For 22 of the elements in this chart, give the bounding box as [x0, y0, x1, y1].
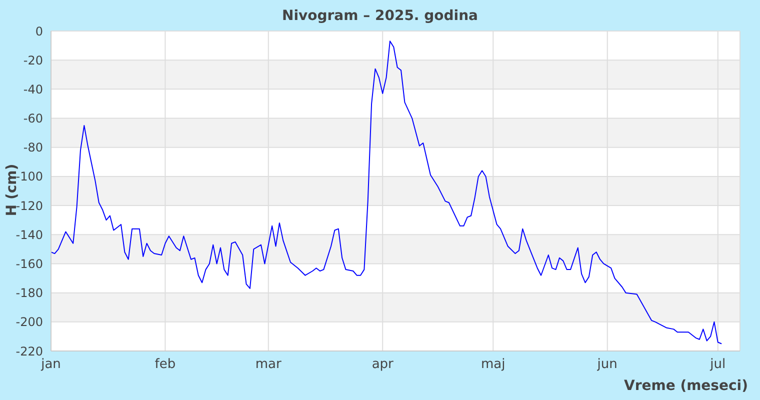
y-tick-label: -80	[23, 140, 43, 155]
x-tick-label: jun	[596, 357, 618, 372]
x-tick-label: jul	[709, 357, 726, 372]
x-axis-title: Vreme (meseci)	[624, 378, 748, 394]
y-tick-label: -200	[16, 315, 43, 330]
y-tick-label: -20	[23, 53, 43, 68]
x-tick-label: feb	[154, 357, 176, 372]
y-tick-label: -120	[16, 198, 43, 213]
y-tick-label: 0	[35, 24, 43, 38]
y-tick-label: -60	[23, 112, 43, 126]
x-tick-label: maj	[481, 357, 506, 372]
y-tick-label: -100	[16, 170, 43, 184]
y-tick-label: -40	[23, 82, 43, 96]
chart-title: Nivogram – 2025. godina	[281, 8, 479, 24]
y-tick-label: -180	[16, 286, 43, 300]
y-tick-label: -160	[16, 256, 43, 271]
line-series	[51, 40, 722, 344]
x-tick-label: jan	[40, 357, 61, 372]
y-tick-label: -140	[16, 228, 43, 242]
y-tick-label: -220	[16, 344, 43, 358]
x-tick-label: apr	[372, 357, 394, 372]
x-tick-label: mar	[255, 357, 282, 372]
